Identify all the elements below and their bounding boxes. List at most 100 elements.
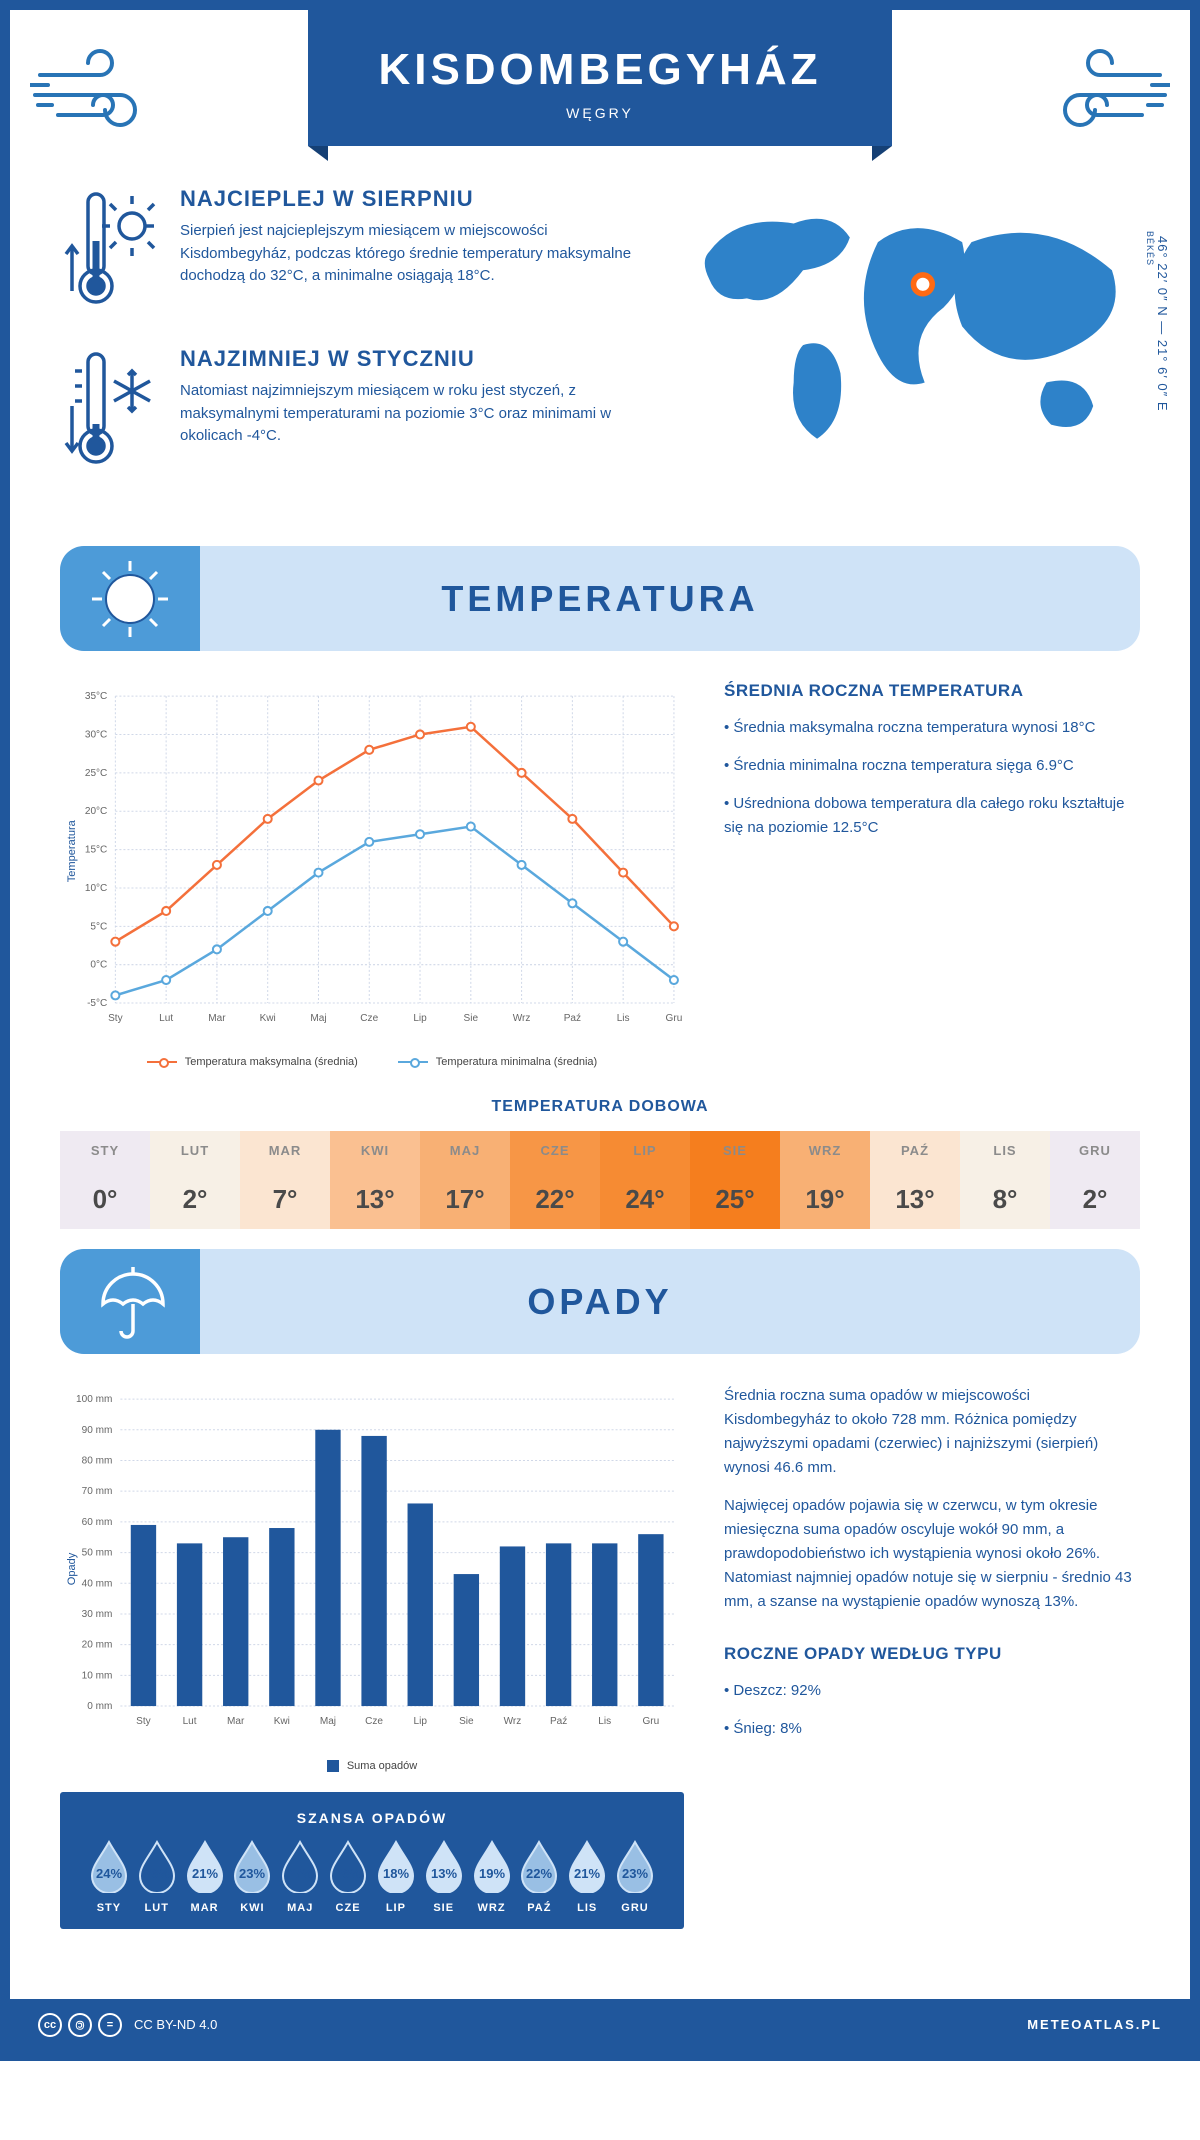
svg-text:Lut: Lut bbox=[183, 1716, 197, 1727]
svg-text:Lut: Lut bbox=[159, 1013, 173, 1024]
svg-text:30°C: 30°C bbox=[85, 729, 107, 740]
umbrella-icon bbox=[88, 1259, 173, 1344]
svg-text:Mar: Mar bbox=[227, 1716, 245, 1727]
svg-text:23%: 23% bbox=[239, 1866, 265, 1881]
svg-text:30 mm: 30 mm bbox=[82, 1609, 113, 1620]
svg-text:80 mm: 80 mm bbox=[82, 1456, 113, 1467]
rain-chance-drop: 22%PAŹ bbox=[515, 1838, 563, 1914]
svg-text:35°C: 35°C bbox=[85, 691, 107, 702]
svg-text:70 mm: 70 mm bbox=[82, 1487, 113, 1498]
svg-text:Gru: Gru bbox=[642, 1716, 659, 1727]
svg-text:Lis: Lis bbox=[598, 1716, 611, 1727]
sun-icon bbox=[90, 559, 170, 639]
city-name: KISDOMBEGYHÁZ bbox=[378, 45, 821, 95]
coldest-title: NAJZIMNIEJ W STYCZNIU bbox=[180, 346, 632, 372]
daily-cell: PAŹ13° bbox=[870, 1131, 960, 1229]
wind-deco-right-icon bbox=[1030, 40, 1170, 140]
svg-text:Lis: Lis bbox=[617, 1013, 630, 1024]
coordinates: 46° 22′ 0″ N — 21° 6′ 0″ E bbox=[1155, 236, 1170, 412]
svg-text:18%: 18% bbox=[383, 1866, 409, 1881]
region-label: BÉKÉS bbox=[1145, 231, 1155, 266]
daily-temp-title: TEMPERATURA DOBOWA bbox=[60, 1098, 1140, 1116]
hottest-block: NAJCIEPLEJ W SIERPNIU Sierpień jest najc… bbox=[60, 186, 632, 316]
svg-text:Lip: Lip bbox=[413, 1013, 427, 1024]
svg-text:22%: 22% bbox=[526, 1866, 552, 1881]
svg-text:24%: 24% bbox=[96, 1866, 122, 1881]
cc-icon: cc bbox=[38, 2013, 62, 2037]
rain-chance-drop: 23%GRU bbox=[611, 1838, 659, 1914]
svg-text:10°C: 10°C bbox=[85, 883, 107, 894]
svg-text:19%: 19% bbox=[479, 1866, 505, 1881]
svg-text:15°C: 15°C bbox=[85, 845, 107, 856]
rain-chance-drop: 19%WRZ bbox=[468, 1838, 516, 1914]
section-header-precip: OPADY bbox=[60, 1249, 1140, 1354]
temp-legend: Temperatura maksymalna (średnia) Tempera… bbox=[60, 1056, 684, 1068]
rain-chance-drop: 26%LUT bbox=[133, 1838, 181, 1914]
svg-text:60 mm: 60 mm bbox=[82, 1517, 113, 1528]
daily-cell: LUT2° bbox=[150, 1131, 240, 1229]
svg-text:20°C: 20°C bbox=[85, 806, 107, 817]
svg-text:27%: 27% bbox=[287, 1866, 313, 1881]
svg-text:40 mm: 40 mm bbox=[82, 1579, 113, 1590]
thermometer-hot-icon bbox=[60, 186, 160, 316]
svg-text:Maj: Maj bbox=[310, 1013, 326, 1024]
nd-icon: = bbox=[98, 2013, 122, 2037]
svg-text:Wrz: Wrz bbox=[513, 1013, 531, 1024]
svg-text:Temperatura: Temperatura bbox=[66, 819, 78, 882]
hottest-text: Sierpień jest najcieplejszym miesiącem w… bbox=[180, 220, 632, 288]
svg-text:Lip: Lip bbox=[414, 1716, 428, 1727]
svg-text:Kwi: Kwi bbox=[260, 1013, 276, 1024]
world-map: BÉKÉS 46° 22′ 0″ N — 21° 6′ 0″ E bbox=[672, 186, 1140, 506]
section-title-precip: OPADY bbox=[527, 1281, 672, 1323]
hottest-title: NAJCIEPLEJ W SIERPNIU bbox=[180, 186, 632, 212]
coldest-text: Natomiast najzimniejszym miesiącem w rok… bbox=[180, 380, 632, 448]
license-text: CC BY-ND 4.0 bbox=[134, 2017, 217, 2032]
svg-text:20 mm: 20 mm bbox=[82, 1640, 113, 1651]
svg-text:Gru: Gru bbox=[666, 1013, 683, 1024]
section-title-temp: TEMPERATURA bbox=[441, 578, 758, 620]
svg-text:Paź: Paź bbox=[550, 1716, 567, 1727]
svg-text:10 mm: 10 mm bbox=[82, 1671, 113, 1682]
daily-cell: WRZ19° bbox=[780, 1131, 870, 1229]
thermometer-cold-icon bbox=[60, 346, 160, 476]
precipitation-bar-chart: Opady 0 mm10 mm20 mm30 mm40 mm50 mm60 mm… bbox=[60, 1384, 684, 1746]
temperature-line-chart: Temperatura -5°C0°C5°C10°C15°C20°C25°C30… bbox=[60, 681, 684, 1043]
svg-text:23%: 23% bbox=[622, 1866, 648, 1881]
header: KISDOMBEGYHÁZ WĘGRY bbox=[10, 10, 1190, 146]
daily-cell: SIE25° bbox=[690, 1131, 780, 1229]
svg-text:Sty: Sty bbox=[108, 1013, 123, 1024]
daily-cell: MAJ17° bbox=[420, 1131, 510, 1229]
daily-cell: LIP24° bbox=[600, 1131, 690, 1229]
daily-temp-grid: STY0°LUT2°MAR7°KWI13°MAJ17°CZE22°LIP24°S… bbox=[60, 1131, 1140, 1229]
rain-chance-drop: 26%CZE bbox=[324, 1838, 372, 1914]
cc-icons: cc 🄯 = bbox=[38, 2013, 122, 2037]
rain-chance-drop: 21%LIS bbox=[563, 1838, 611, 1914]
country-name: WĘGRY bbox=[378, 105, 821, 121]
svg-text:Cze: Cze bbox=[360, 1013, 378, 1024]
svg-text:21%: 21% bbox=[192, 1866, 218, 1881]
chance-panel: SZANSA OPADÓW 24%STY26%LUT21%MAR23%KWI27… bbox=[60, 1792, 684, 1929]
svg-text:Sie: Sie bbox=[464, 1013, 479, 1024]
svg-text:5°C: 5°C bbox=[90, 921, 107, 932]
daily-cell: LIS8° bbox=[960, 1131, 1050, 1229]
rain-chance-drop: 21%MAR bbox=[181, 1838, 229, 1914]
svg-text:25°C: 25°C bbox=[85, 768, 107, 779]
svg-text:Kwi: Kwi bbox=[274, 1716, 290, 1727]
precip-legend: Suma opadów bbox=[60, 1760, 684, 1772]
daily-cell: GRU2° bbox=[1050, 1131, 1140, 1229]
rain-chance-drop: 13%SIE bbox=[420, 1838, 468, 1914]
footer: cc 🄯 = CC BY-ND 4.0 METEOATLAS.PL bbox=[10, 1999, 1190, 2051]
svg-text:Wrz: Wrz bbox=[504, 1716, 522, 1727]
svg-text:Maj: Maj bbox=[320, 1716, 336, 1727]
svg-text:0°C: 0°C bbox=[90, 960, 107, 971]
daily-cell: KWI13° bbox=[330, 1131, 420, 1229]
precip-summary: Średnia roczna suma opadów w miejscowośc… bbox=[724, 1384, 1140, 1928]
svg-text:90 mm: 90 mm bbox=[82, 1425, 113, 1436]
svg-text:Opady: Opady bbox=[66, 1553, 78, 1586]
svg-text:26%: 26% bbox=[335, 1866, 361, 1881]
svg-text:Sie: Sie bbox=[459, 1716, 474, 1727]
coldest-block: NAJZIMNIEJ W STYCZNIU Natomiast najzimni… bbox=[60, 346, 632, 476]
svg-text:26%: 26% bbox=[144, 1866, 170, 1881]
brand-text: METEOATLAS.PL bbox=[1027, 2017, 1162, 2032]
rain-chance-drop: 27%MAJ bbox=[276, 1838, 324, 1914]
